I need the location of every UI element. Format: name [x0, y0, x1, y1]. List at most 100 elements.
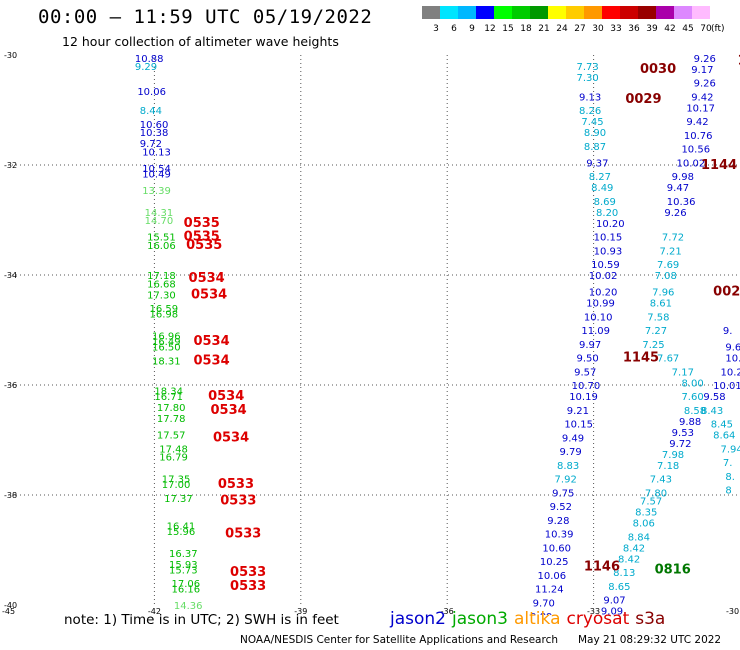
time-label: 0533	[218, 477, 254, 492]
wave-height-label: 9.07	[603, 596, 625, 607]
color-tick-label: 27	[574, 24, 585, 34]
time-label: 002	[713, 285, 740, 300]
wave-height-label: 9.79	[559, 447, 581, 458]
x-tick-label: -33	[587, 607, 600, 615]
color-swatch	[530, 6, 548, 19]
wave-height-label: 16.68	[147, 279, 176, 290]
color-swatch	[494, 6, 512, 19]
wave-height-label: 9.29	[135, 62, 157, 73]
wave-height-label: 10.20	[596, 219, 625, 230]
wave-height-label: 16.37	[169, 549, 198, 560]
wave-height-label: 8.43	[701, 406, 723, 417]
wave-height-label: 17.57	[157, 431, 186, 442]
wave-height-label: 9.6	[725, 343, 740, 354]
chart-subtitle: 12 hour collection of altimeter wave hei…	[62, 34, 339, 49]
time-label: 0534	[208, 389, 244, 404]
wave-height-label: 7.60	[681, 392, 703, 403]
wave-height-label: 9.09	[601, 607, 623, 616]
wave-height-label: 16.06	[147, 241, 176, 252]
footer-credit: NOAA/NESDIS Center for Satellite Applica…	[240, 634, 558, 646]
wave-height-label: 7.57	[640, 497, 662, 508]
wave-height-label: 7.94	[720, 444, 740, 455]
wave-height-label: 16.79	[159, 453, 188, 464]
wave-height-label: 10.13	[142, 147, 171, 158]
time-label: 0533	[225, 527, 261, 542]
wave-height-label: 10.10	[584, 312, 613, 323]
wave-height-label: 8.90	[584, 128, 606, 139]
mission-legend-item: altika	[514, 609, 561, 629]
color-tick-label: 15	[502, 24, 513, 34]
wave-height-label: 9.70	[533, 598, 555, 609]
wave-height-label: 15.73	[169, 565, 198, 576]
x-tick-label: -36	[441, 607, 454, 615]
y-tick-label: -38	[4, 491, 17, 500]
wave-height-label: 17.80	[157, 403, 186, 414]
time-label: 0534	[189, 271, 225, 286]
y-tick-label: -40	[4, 601, 17, 610]
color-tick-label: 39	[646, 24, 658, 34]
wave-height-label: 7.67	[657, 354, 679, 365]
wave-height-label: 15.93	[169, 560, 198, 571]
color-tick-label: 36	[628, 24, 640, 34]
x-tick-label: -39	[294, 607, 307, 615]
wave-height-label: 16.96	[152, 332, 181, 343]
wave-height-label: 10.54	[142, 164, 171, 175]
wave-height-label: 16.49	[152, 337, 181, 348]
wave-height-label: 17.00	[162, 480, 191, 491]
wave-height-label: 16.71	[154, 392, 183, 403]
wave-height-label: 9.17	[691, 65, 713, 76]
wave-height-label: 10.9	[725, 354, 740, 365]
mission-legend-item: jason3	[452, 609, 508, 629]
color-unit-label: (ft)	[711, 24, 725, 34]
wave-height-label: 16.98	[150, 310, 179, 321]
wave-height-label: 9.26	[664, 208, 686, 219]
wave-height-label: 10.06	[137, 87, 166, 98]
wave-height-label: 9.	[723, 326, 733, 337]
wave-height-label: 10.01	[713, 381, 740, 392]
color-swatch	[638, 6, 656, 19]
color-tick-label: 6	[451, 24, 457, 34]
wave-height-label: 8.13	[613, 568, 635, 579]
wave-height-label: 15.96	[167, 527, 196, 538]
wave-height-label: 14.70	[145, 216, 174, 227]
wave-height-label: 10.60	[140, 120, 169, 131]
wave-height-label: 9.72	[140, 139, 162, 150]
color-tick-label: 42	[664, 24, 675, 34]
wave-height-label: 7.45	[581, 117, 603, 128]
wave-height-label: 17.30	[147, 290, 176, 301]
wave-height-label: 8.65	[608, 582, 630, 593]
wave-height-label: 8.58	[684, 406, 706, 417]
time-label: 0535	[184, 216, 220, 231]
wave-height-label: 8.00	[681, 378, 703, 389]
color-swatch	[656, 6, 674, 19]
wave-height-label: 10.39	[545, 530, 574, 541]
wave-height-label: 7.18	[657, 461, 679, 472]
time-label: 0535	[184, 230, 220, 245]
y-tick-label: -36	[4, 381, 17, 390]
color-tick-label: 30	[592, 24, 604, 34]
time-label: 1	[738, 54, 740, 69]
wave-height-label: 8.27	[589, 172, 611, 183]
wave-height-label: 7.27	[645, 326, 667, 337]
color-swatch	[422, 6, 440, 19]
wave-height-label: 8.44	[140, 106, 162, 117]
color-swatch	[512, 6, 530, 19]
wave-height-label: 9.26	[694, 54, 716, 65]
wave-height-label: 17.18	[147, 271, 176, 282]
color-swatch	[620, 6, 638, 19]
wave-height-label: 16.41	[167, 521, 196, 532]
wave-height-label: 8.35	[635, 508, 657, 519]
wave-height-label: 9.72	[669, 439, 691, 450]
time-label: 0534	[191, 287, 227, 302]
wave-height-label: 8.42	[618, 554, 640, 565]
wave-height-label: 8.61	[650, 299, 672, 310]
color-swatch	[440, 6, 458, 19]
wave-height-label: 11.09	[581, 326, 610, 337]
wave-height-label: 10.60	[542, 543, 571, 554]
wave-height-label: 17.35	[162, 475, 191, 486]
mission-legend-item: cryosat	[566, 609, 630, 629]
wave-height-label: 8.64	[713, 431, 735, 442]
color-swatch	[674, 6, 692, 19]
wave-height-label: 15.51	[147, 233, 176, 244]
wave-height-label: 14.36	[174, 601, 203, 612]
